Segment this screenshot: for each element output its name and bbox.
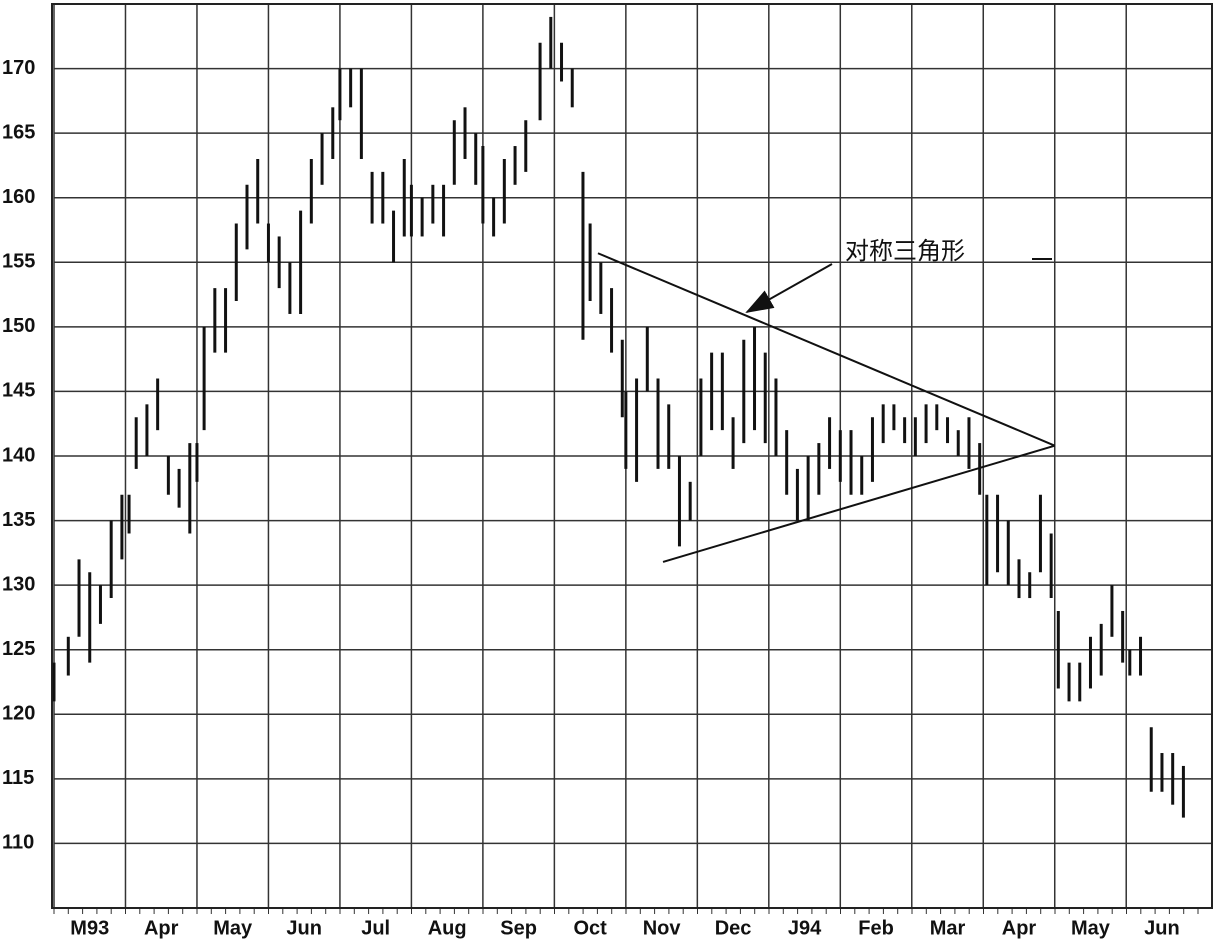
plot-frame [51, 3, 1213, 909]
annotation-arrow [745, 263, 833, 313]
x-tick-label: Jul [361, 917, 390, 939]
x-tick-label: May [1071, 917, 1111, 939]
trendline [597, 252, 1056, 447]
x-tick-label: Jun [286, 917, 322, 939]
x-tick-label: J94 [788, 917, 822, 939]
y-tick-label: 110 [2, 832, 34, 854]
annotation: 对称三角形 [845, 237, 965, 265]
y-tick-label: 135 [2, 509, 35, 531]
y-tick-label: 145 [2, 380, 35, 402]
x-tick-label: Dec [715, 917, 752, 939]
x-tick-label: Oct [573, 917, 607, 939]
y-tick-label: 160 [2, 186, 35, 208]
trendline [662, 444, 1056, 563]
y-tick-label: 170 [2, 57, 35, 79]
x-tick-label: Aug [428, 917, 467, 939]
y-tick-label: 125 [2, 638, 35, 660]
y-tick-label: 155 [2, 251, 35, 273]
y-tick-label: 115 [2, 767, 34, 789]
y-tick-label: 140 [2, 444, 35, 466]
annotation-mask [1032, 258, 1052, 260]
x-tick-label: Feb [858, 917, 894, 939]
y-tick-label: 120 [2, 703, 35, 725]
x-tick-label: Apr [1002, 917, 1037, 939]
x-tick-label: Jun [1144, 917, 1180, 939]
x-tick-label: Nov [643, 917, 682, 939]
y-tick-label: 130 [2, 573, 35, 595]
y-tick-label: 165 [2, 121, 35, 143]
x-tick-label: Apr [144, 917, 179, 939]
x-tick-label: Mar [930, 917, 966, 939]
y-tick-label: 150 [2, 315, 35, 337]
x-tick-label: M93 [70, 917, 109, 939]
x-tick-label: May [213, 917, 253, 939]
x-tick-label: Sep [500, 917, 537, 939]
